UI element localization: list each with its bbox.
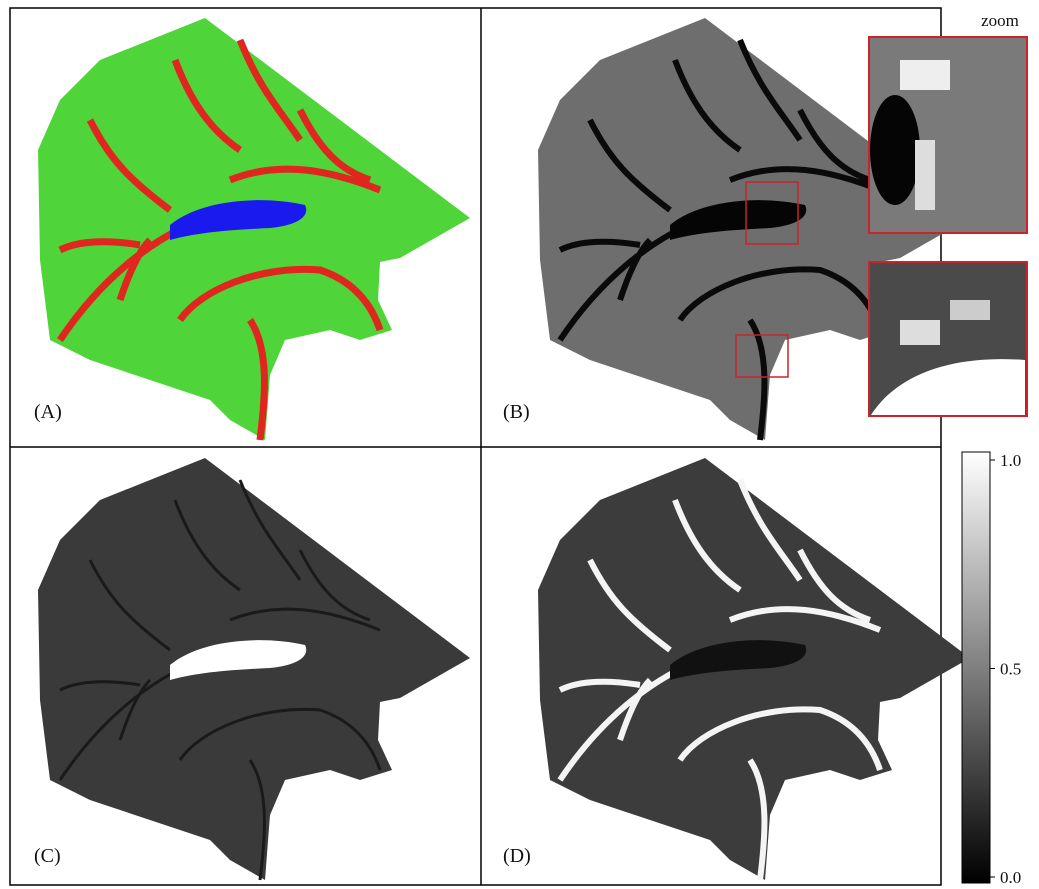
- colorbar-ticks: 0.0 0.5 1.0: [990, 451, 1021, 887]
- panel-label: (C): [34, 845, 61, 867]
- figure: (A) (B) (C) (D) zoom 0.0 0.5 1.0: [0, 0, 1039, 889]
- panel-label: (D): [503, 845, 531, 867]
- zoom-label: zoom: [981, 11, 1019, 30]
- tick-label: 0.5: [1000, 660, 1021, 679]
- panel-label: (A): [34, 401, 62, 423]
- zoom-inset: [869, 262, 1027, 416]
- colorbar: [962, 452, 990, 883]
- map-c: [38, 458, 470, 880]
- panel-label: (B): [503, 401, 530, 423]
- map-a: [38, 18, 470, 440]
- zoom-inset: [869, 37, 1027, 233]
- tick-label: 1.0: [1000, 451, 1021, 470]
- tick-label: 0.0: [1000, 868, 1021, 887]
- map-d: [538, 458, 970, 880]
